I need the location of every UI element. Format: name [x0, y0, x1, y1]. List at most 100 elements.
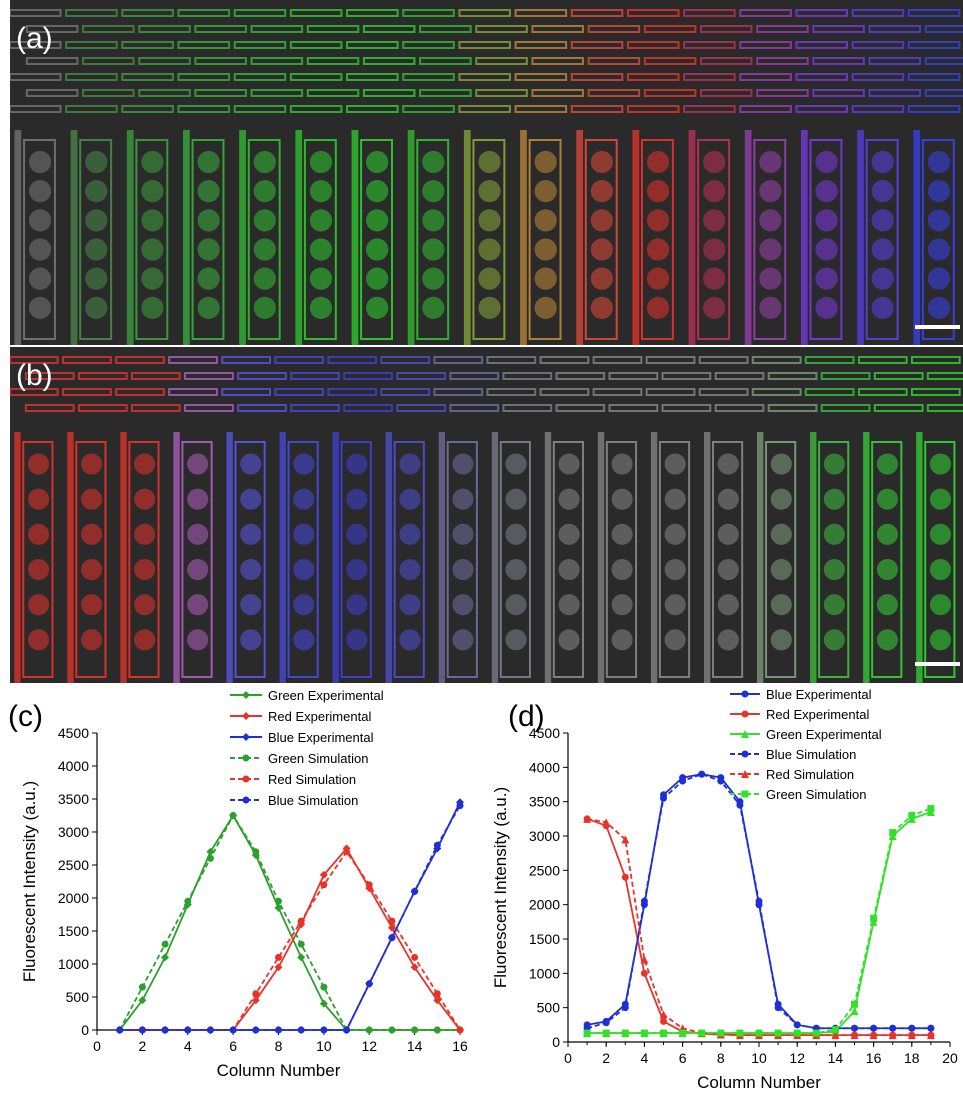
well: [452, 594, 474, 616]
channel-segment: [698, 356, 749, 364]
channel-segment: [449, 404, 500, 412]
data-point: [433, 841, 441, 849]
data-point: [275, 953, 282, 961]
well: [187, 558, 209, 581]
channel-segment: [346, 9, 399, 17]
channel-segment: [396, 372, 447, 380]
well: [134, 488, 156, 510]
channel-segment: [570, 73, 624, 81]
channel-segment: [402, 73, 455, 81]
channel-segment: [343, 372, 393, 380]
well: [815, 238, 838, 261]
data-point: [411, 953, 419, 961]
column-frame: [128, 441, 160, 678]
channel-segment: [327, 356, 378, 364]
well: [871, 267, 894, 290]
channel-segment: [699, 89, 753, 97]
x-tick-label: 4: [184, 1038, 192, 1054]
x-tick-label: 8: [717, 1050, 725, 1066]
channel-segment: [812, 57, 865, 65]
well: [646, 296, 670, 319]
micrograph-a-image: [10, 0, 963, 345]
well: [399, 558, 421, 581]
column-frame: [584, 139, 618, 340]
well: [929, 488, 952, 510]
well: [823, 453, 845, 475]
well: [197, 238, 220, 261]
legend-label: Red Experimental: [268, 709, 371, 724]
column-frame: [697, 139, 731, 340]
channel-segment: [10, 73, 62, 81]
well: [534, 267, 557, 290]
channel-segment: [433, 388, 484, 396]
channel-segment: [851, 9, 905, 17]
channel-segment: [24, 372, 75, 380]
channel-segment: [587, 57, 641, 65]
y-tick-label: 4000: [529, 759, 560, 775]
channel-segment: [570, 41, 624, 49]
channel-segment: [131, 372, 181, 380]
well: [871, 150, 894, 174]
channel-segment: [592, 388, 643, 396]
channel-segment: [804, 388, 855, 396]
column-channel: [491, 432, 499, 683]
column-channel: [126, 130, 134, 345]
legend-label: Blue Simulation: [766, 747, 856, 762]
data-point: [889, 829, 897, 837]
channel-segment: [795, 73, 849, 81]
channel-segment: [907, 9, 961, 17]
channel-segment: [362, 89, 416, 97]
x-axis-title: Column Number: [217, 1061, 341, 1080]
well: [28, 180, 52, 203]
channel-segment: [812, 25, 865, 33]
well: [505, 558, 527, 581]
channel-segment: [458, 41, 511, 49]
well: [187, 629, 209, 651]
data-point: [660, 1017, 667, 1025]
well: [346, 558, 368, 581]
well: [505, 453, 527, 475]
well: [28, 150, 52, 174]
well: [590, 238, 613, 261]
column-channel: [688, 130, 696, 345]
channel-segment: [82, 89, 135, 97]
well: [876, 558, 898, 581]
legend-label: Green Experimental: [766, 727, 882, 742]
well: [28, 238, 52, 261]
scale-bar: [915, 662, 960, 666]
data-point: [717, 777, 725, 785]
well: [478, 150, 501, 174]
series-line-red-experimental: [586, 817, 931, 1037]
column-channel: [544, 432, 552, 683]
column-frame: [446, 441, 478, 678]
well: [134, 523, 156, 545]
channel-segment: [873, 372, 924, 380]
channel-segment: [756, 25, 809, 33]
data-point: [640, 969, 648, 977]
well: [646, 180, 670, 203]
well: [81, 453, 103, 475]
column-frame: [79, 139, 113, 340]
column-frame: [287, 441, 319, 678]
column-channel: [332, 432, 339, 683]
well: [823, 523, 845, 545]
well: [85, 180, 108, 203]
data-point: [229, 812, 237, 819]
channel-segment: [346, 41, 399, 49]
channel-segment: [419, 57, 472, 65]
channel-segment: [194, 57, 247, 65]
channel-segment: [274, 356, 325, 364]
well: [187, 453, 209, 475]
data-point: [583, 814, 592, 823]
channel-segment: [458, 105, 511, 113]
channel-segment: [626, 73, 680, 81]
well: [770, 594, 792, 616]
well: [399, 629, 421, 651]
data-point: [927, 805, 935, 813]
well: [646, 150, 670, 174]
channel-segment: [274, 388, 325, 396]
well: [452, 523, 474, 545]
channel-segment: [458, 9, 511, 17]
channel-segment: [306, 57, 360, 65]
well: [815, 150, 838, 174]
